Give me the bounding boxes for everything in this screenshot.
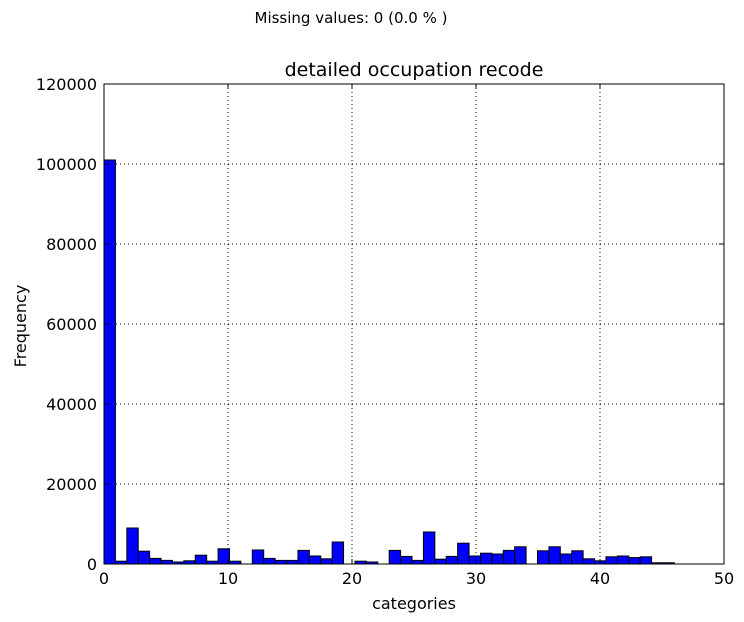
histogram-bar [571,550,584,565]
histogram-bar [320,558,333,565]
y-tick-label: 60000 [46,315,97,334]
x-tick-label: 0 [99,569,109,588]
histogram-bar [628,557,641,565]
histogram-bar [126,527,139,565]
x-tick-label: 10 [218,569,238,588]
histogram-bar [308,555,322,565]
y-tick-label: 0 [87,555,97,574]
histogram-bar [605,556,618,565]
x-tick-label: 30 [466,569,486,588]
histogram-bar [537,550,550,565]
histogram-bar [468,555,481,565]
histogram-bar [286,559,299,565]
histogram-bar [411,559,424,565]
tick-marks [103,83,725,565]
x-axis-label: categories [372,594,456,613]
y-tick-labels: 0 20000 40000 60000 80000 100000 120000 [36,75,97,574]
histogram-bar [616,555,630,565]
y-tick-label: 80000 [46,235,97,254]
histogram-bar [514,546,527,565]
y-tick-label: 40000 [46,395,97,414]
histogram-bar [149,557,162,565]
histogram-bar [251,549,265,565]
x-tick-label: 20 [342,569,362,588]
histogram-bar [103,159,116,565]
histogram-bar [263,557,276,565]
histogram-bar [388,549,402,565]
histogram-bar [502,549,516,565]
histogram-bar [639,556,653,565]
histogram-bar [194,554,208,565]
histogram-bar [274,559,288,565]
histogram-bar [160,559,173,565]
y-tick-label: 120000 [36,75,97,94]
x-tick-label: 40 [590,569,610,588]
y-axis-label: Frequency [11,285,30,368]
histogram-bar [479,552,493,565]
histogram-bar [548,546,561,565]
histogram-bar [457,542,470,565]
missing-values-note: Missing values: 0 (0.0 % ) [255,9,448,27]
histogram-bar [137,550,151,565]
chart-title: detailed occupation recode [285,59,544,81]
y-tick-label: 20000 [46,475,97,494]
histogram-bar [559,553,573,565]
histogram-bar [491,553,504,565]
histogram-bar [297,549,310,565]
histogram-bar [400,555,413,565]
grid-lines [104,84,724,564]
histogram-bar [445,555,459,565]
histogram-bar [331,541,345,565]
y-tick-label: 100000 [36,155,97,174]
x-tick-labels: 0 10 20 30 40 50 [99,569,734,588]
histogram-bar [434,558,447,565]
histogram-bars [103,159,675,565]
x-tick-label: 50 [714,569,734,588]
histogram-bar [422,531,436,565]
histogram-bar [582,558,596,565]
